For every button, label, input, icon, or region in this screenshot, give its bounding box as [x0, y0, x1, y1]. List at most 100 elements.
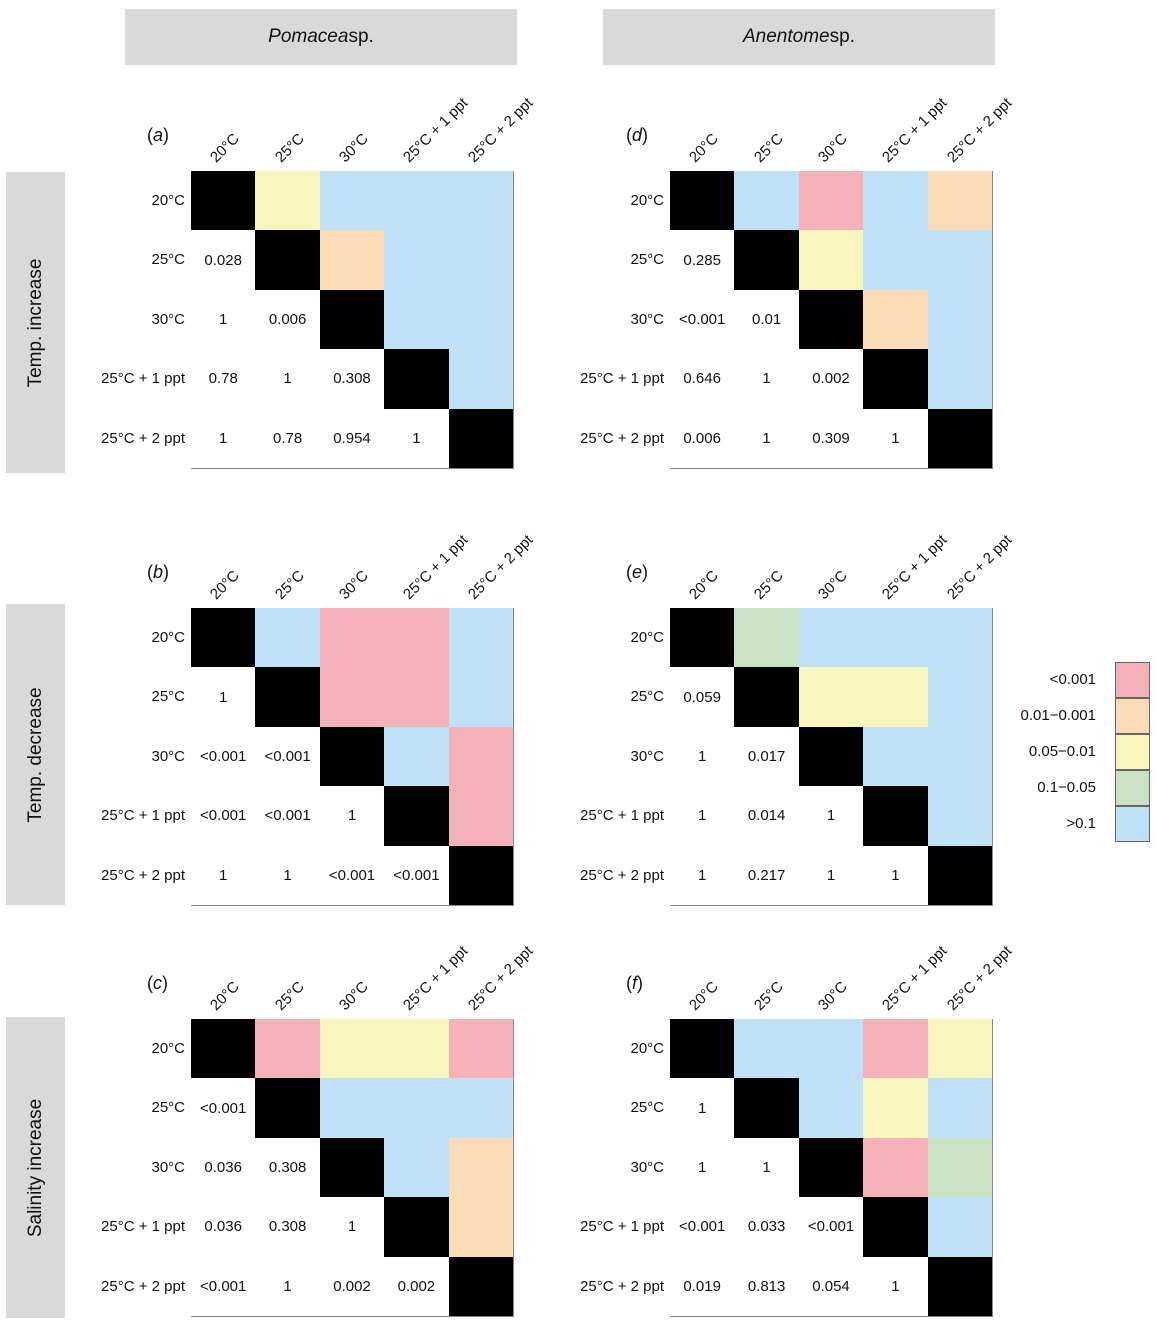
column-label: 20°C: [207, 130, 243, 166]
column-label: 25°C + 2 ppt: [943, 94, 1016, 166]
p-value-cell: 1: [670, 726, 736, 788]
diagonal-cell: [863, 349, 929, 410]
significance-cell: [319, 1019, 386, 1080]
experiment-header: Salinity increase: [6, 1017, 65, 1318]
p-value-cell: 1: [191, 845, 257, 906]
significance-cell: [798, 667, 865, 728]
significance-cell: [863, 289, 929, 351]
p-value-cell: 0.059: [670, 667, 736, 728]
experiment-header: Temp. decrease: [6, 604, 65, 905]
p-value-cell: 1: [670, 786, 736, 847]
significance-cell: [448, 608, 514, 669]
p-value-cell: 1: [863, 845, 929, 906]
row-label: 25°C + 1 ppt: [580, 807, 664, 825]
diagonal-cell: [384, 786, 450, 847]
column-label: 25°C: [750, 978, 787, 1014]
column-label: 30°C: [335, 130, 372, 166]
row-label: 25°C + 1 ppt: [101, 1218, 185, 1236]
p-value-cell: 0.78: [255, 408, 321, 469]
row-label: 20°C: [630, 629, 664, 646]
diagonal-cell: [255, 667, 321, 728]
significance-cell: [927, 230, 993, 291]
p-value-cell: 1: [798, 845, 865, 906]
significance-cell: [255, 171, 321, 232]
matrix-grid: 0.059 1 0.017 1 0.014 1 1 0.217 1 1: [670, 608, 993, 906]
panel-label: (b): [147, 562, 170, 582]
significance-cell: [448, 726, 514, 788]
p-value-cell: <0.001: [191, 786, 257, 847]
row-label: 25°C: [151, 688, 185, 706]
significance-cell: [863, 667, 929, 728]
row-label: 25°C + 2 ppt: [580, 866, 664, 884]
legend-swatch: [1115, 806, 1150, 842]
p-value-cell: <0.001: [191, 726, 257, 788]
significance-cell: [927, 171, 993, 232]
diagonal-cell: [191, 171, 257, 232]
species-name: Anentome: [743, 26, 830, 47]
row-label: 25°C + 2 ppt: [580, 1277, 664, 1295]
p-value-cell: 0.002: [384, 1256, 450, 1317]
legend-label: 0.01−0.001: [1020, 707, 1097, 724]
significance-cell: [255, 608, 321, 669]
row-label: 25°C + 2 ppt: [101, 866, 185, 884]
matrix-grid: 0.285 <0.001 0.01 0.646 1 0.002 0.006 1 0.309 1: [670, 171, 993, 469]
panel-label: (d): [626, 125, 649, 145]
significance-cell: [448, 1137, 514, 1199]
significance-cell: [384, 667, 450, 728]
significance-cell: [863, 1019, 929, 1080]
significance-cell: [319, 1078, 386, 1139]
row-label: 25°C: [630, 1099, 664, 1117]
diagonal-cell: [670, 1019, 736, 1080]
significance-cell: [319, 667, 386, 728]
p-value-cell: 1: [798, 786, 865, 847]
legend-swatch: [1115, 662, 1150, 698]
significance-cell: [448, 1019, 514, 1080]
legend-swatch: [1115, 734, 1150, 770]
p-value-cell: 1: [863, 1256, 929, 1317]
column-label: 30°C: [814, 567, 851, 603]
row-label: 25°C: [151, 1099, 185, 1117]
diagonal-cell: [670, 608, 736, 669]
significance-cell: [798, 171, 865, 232]
significance-cell: [927, 608, 993, 669]
row-label: 25°C + 1 ppt: [101, 370, 185, 388]
column-label: 20°C: [686, 978, 722, 1014]
significance-cell: [384, 726, 450, 788]
p-value-cell: 1: [191, 408, 257, 469]
diagonal-cell: [798, 289, 865, 351]
significance-cell: [798, 230, 865, 291]
panel-label: (e): [626, 562, 649, 582]
p-value-cell: 0.014: [734, 786, 800, 847]
p-value-cell: <0.001: [670, 289, 736, 351]
significance-cell: [927, 1078, 993, 1139]
significance-cell: [927, 1197, 993, 1258]
p-value-cell: 1: [670, 1137, 736, 1199]
column-label: 25°C + 2 ppt: [464, 942, 537, 1014]
row-label: 25°C + 2 ppt: [580, 429, 664, 447]
column-label: 20°C: [686, 130, 722, 166]
significance-cell: [384, 608, 450, 669]
species-name: Pomacea: [268, 26, 349, 47]
significance-cell: [927, 289, 993, 351]
row-label: 30°C: [630, 1158, 664, 1176]
diagonal-cell: [319, 1137, 386, 1199]
diagonal-cell: [927, 1256, 993, 1317]
p-value-cell: <0.001: [191, 1078, 257, 1139]
column-label: 25°C: [271, 978, 308, 1014]
column-label: 25°C + 2 ppt: [464, 94, 537, 166]
row-label: 30°C: [630, 747, 664, 765]
p-value-cell: 0.036: [191, 1137, 257, 1199]
p-value-cell: 0.954: [319, 408, 386, 469]
p-value-cell: 1: [670, 845, 736, 906]
significance-cell: [384, 289, 450, 351]
significance-cell: [448, 1197, 514, 1258]
significance-cell: [863, 726, 929, 788]
p-value-cell: 1: [384, 408, 450, 469]
diagonal-cell: [191, 608, 257, 669]
column-label: 25°C + 1 ppt: [400, 94, 472, 166]
significance-cell: [448, 667, 514, 728]
significance-cell: [927, 726, 993, 788]
diagonal-cell: [384, 349, 450, 410]
diagonal-cell: [448, 408, 514, 469]
legend-label: 0.1−0.05: [1037, 779, 1096, 796]
